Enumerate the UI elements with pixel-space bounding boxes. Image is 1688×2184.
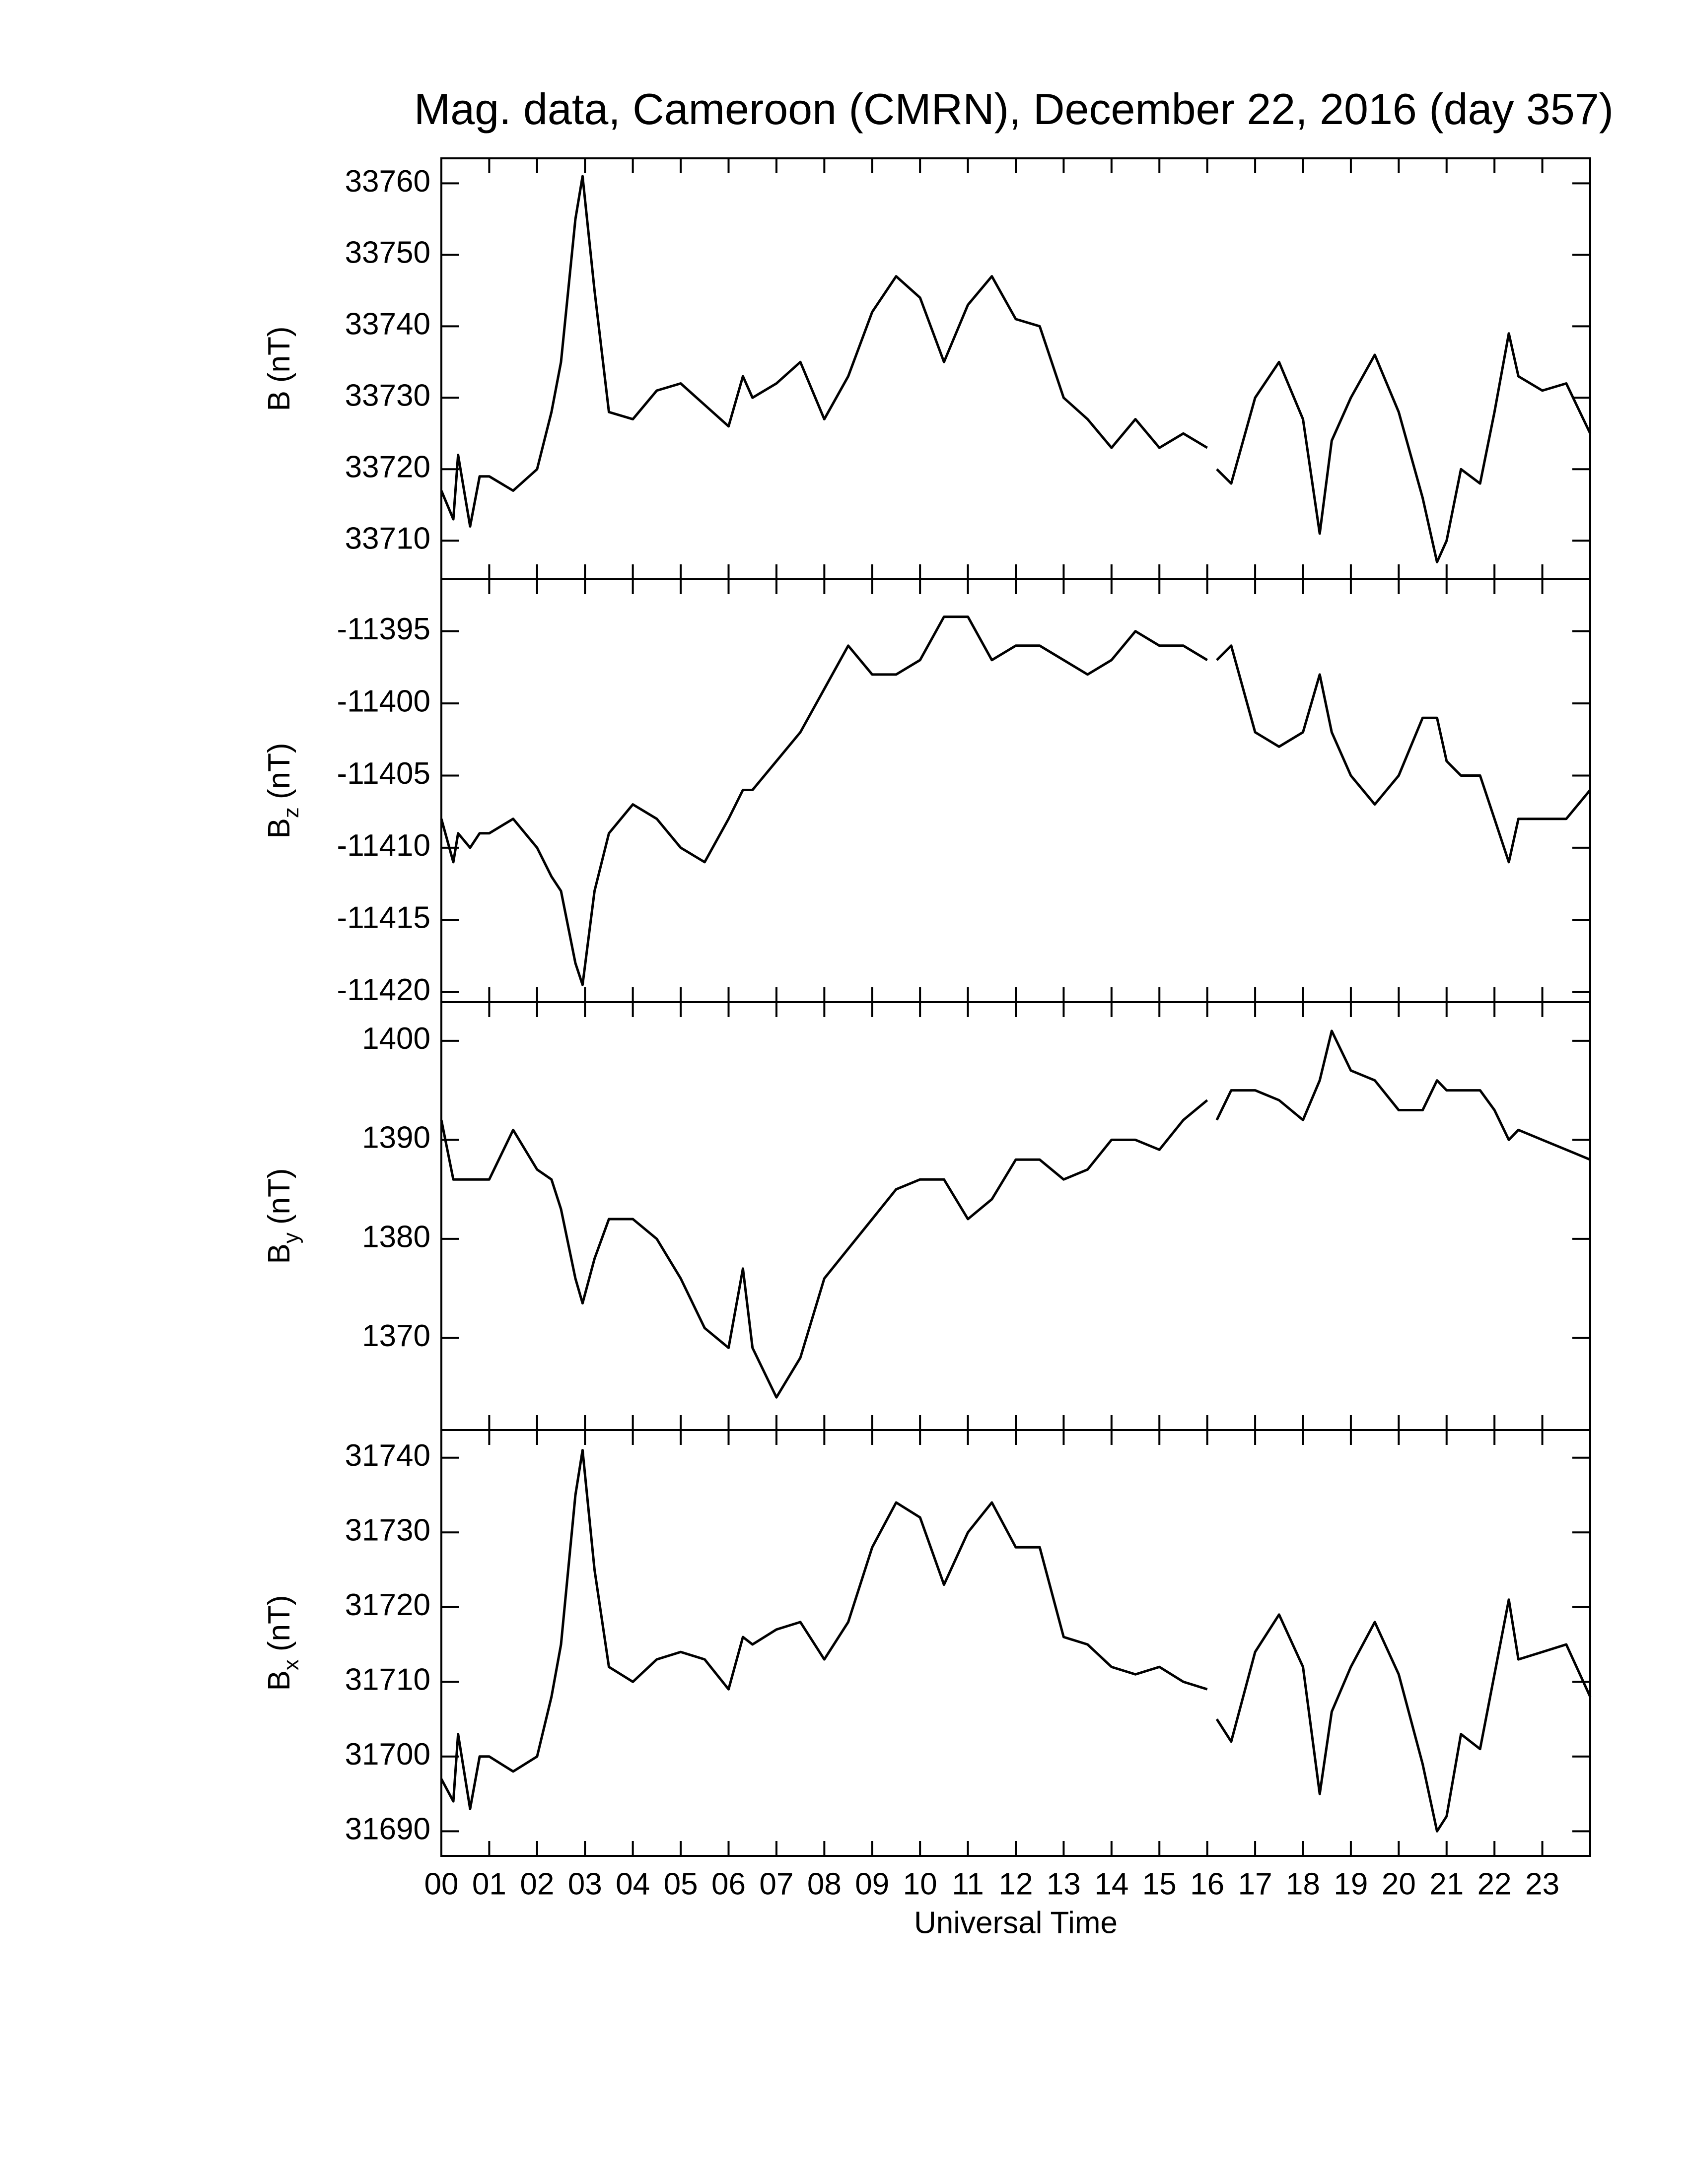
y-tick-label: -11410 (337, 828, 430, 863)
y-tick-label: 31690 (345, 1812, 430, 1846)
y-tick-label: -11415 (337, 901, 430, 935)
x-tick-label: 17 (1238, 1867, 1272, 1901)
y-axis-label: Bz (nT) (262, 743, 303, 838)
y-axis-label-subscript: y (279, 1232, 303, 1243)
y-tick-label: 1380 (362, 1220, 430, 1254)
y-tick-label: 33720 (345, 450, 430, 484)
y-axis-label: Bx (nT) (262, 1595, 303, 1691)
y-tick-label: -11395 (337, 612, 430, 646)
x-tick-label: 05 (664, 1867, 698, 1901)
x-tick-label: 00 (424, 1867, 459, 1901)
y-axis-label-unit: (nT) (262, 1168, 296, 1225)
y-tick-label: -11405 (337, 756, 430, 791)
plot-frame (440, 157, 1591, 580)
x-axis-label: Universal Time (914, 1906, 1118, 1940)
x-tick-label: 23 (1525, 1867, 1559, 1901)
data-line (440, 1029, 1591, 1399)
y-tick-label: 33710 (345, 522, 430, 556)
plot-frame (440, 578, 1591, 1003)
y-tick-label: -11420 (337, 973, 430, 1007)
x-tick-label: 14 (1094, 1867, 1128, 1901)
y-axis-label-subscript: x (279, 1659, 303, 1670)
x-tick-label: 08 (807, 1867, 842, 1901)
y-tick-label: 1390 (362, 1121, 430, 1155)
y-axis-label-symbol: B (262, 818, 296, 838)
x-tick-label: 04 (616, 1867, 650, 1901)
x-tick-label: 21 (1429, 1867, 1464, 1901)
x-tick-label: 13 (1047, 1867, 1081, 1901)
x-tick-label: 16 (1190, 1867, 1224, 1901)
y-axis-label-unit: (nT) (262, 1595, 296, 1651)
x-tick-label: 09 (855, 1867, 889, 1901)
x-tick-label: 18 (1286, 1867, 1320, 1901)
data-line (440, 1449, 1592, 1833)
y-tick-label: 31730 (345, 1513, 430, 1548)
y-tick-label: 33740 (345, 307, 430, 341)
y-tick-label: 33750 (345, 236, 430, 270)
y-axis-label-symbol: B (262, 391, 296, 411)
data-line (440, 615, 1591, 986)
y-tick-label: 1370 (362, 1319, 430, 1353)
y-tick-label: 31720 (345, 1588, 430, 1622)
x-tick-label: 22 (1477, 1867, 1512, 1901)
data-line (440, 175, 1592, 563)
plot-frame (440, 1001, 1591, 1431)
x-tick-label: 01 (472, 1867, 506, 1901)
y-tick-label: 31740 (345, 1438, 430, 1473)
x-tick-label: 07 (759, 1867, 793, 1901)
x-tick-label: 10 (903, 1867, 937, 1901)
y-axis-label-unit: (nT) (262, 326, 296, 383)
chart-title: Mag. data, Cameroon (CMRN), December 22,… (414, 84, 1614, 134)
x-tick-label: 20 (1382, 1867, 1416, 1901)
y-tick-label: -11400 (337, 684, 430, 718)
x-tick-label: 03 (568, 1867, 602, 1901)
y-tick-label: 33730 (345, 379, 430, 413)
y-tick-label: 33760 (345, 164, 430, 199)
y-tick-label: 31700 (345, 1737, 430, 1772)
x-tick-label: 12 (999, 1867, 1033, 1901)
y-axis-label-symbol: B (262, 1670, 296, 1691)
y-axis-label: By (nT) (262, 1168, 303, 1264)
y-axis-label-subscript: z (279, 807, 303, 818)
x-tick-label: 15 (1142, 1867, 1177, 1901)
y-tick-label: 31710 (345, 1663, 430, 1697)
y-axis-label-symbol: B (262, 1243, 296, 1264)
x-tick-label: 02 (520, 1867, 554, 1901)
x-tick-label: 19 (1334, 1867, 1368, 1901)
y-axis-label-unit: (nT) (262, 743, 296, 799)
plot-frame (440, 1429, 1591, 1857)
x-tick-label: 11 (952, 1867, 984, 1901)
y-axis-label: B (nT) (262, 326, 296, 411)
y-tick-label: 1400 (362, 1022, 430, 1056)
x-tick-label: 06 (711, 1867, 746, 1901)
